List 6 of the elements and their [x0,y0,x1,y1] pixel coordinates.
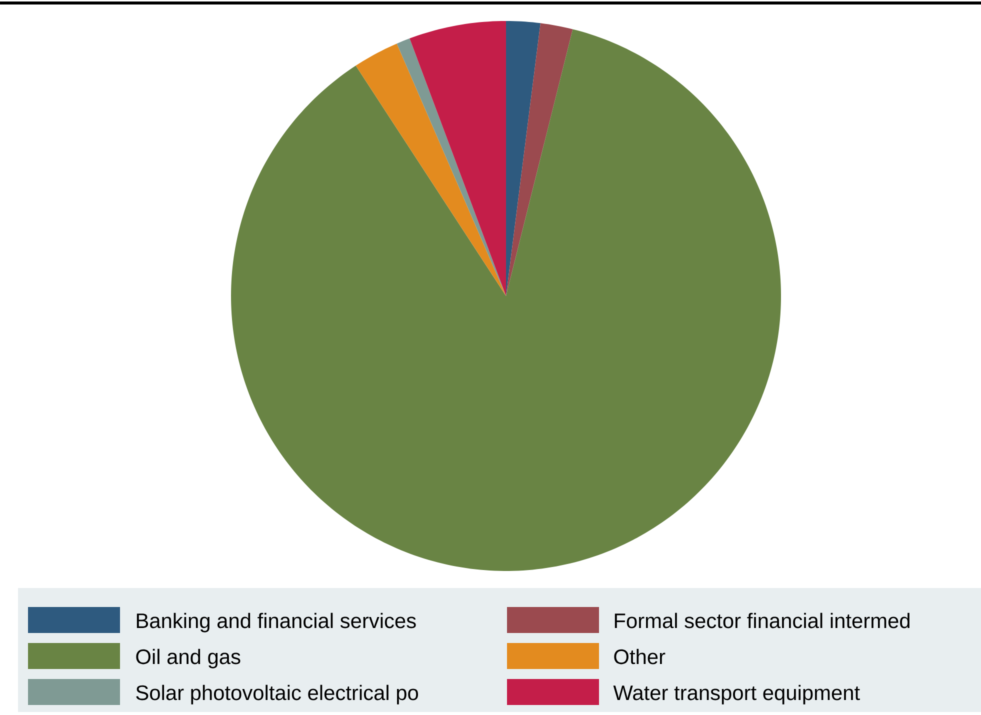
legend-label: Water transport equipment [613,684,860,704]
legend-label: Formal sector financial intermed [614,612,910,628]
legend-label: Solar photovoltaic electrical po [136,684,418,704]
legend-label: Oil and gas [136,648,240,668]
legend-label: Banking and financial services [136,612,416,632]
legend-label: Other [614,648,666,664]
